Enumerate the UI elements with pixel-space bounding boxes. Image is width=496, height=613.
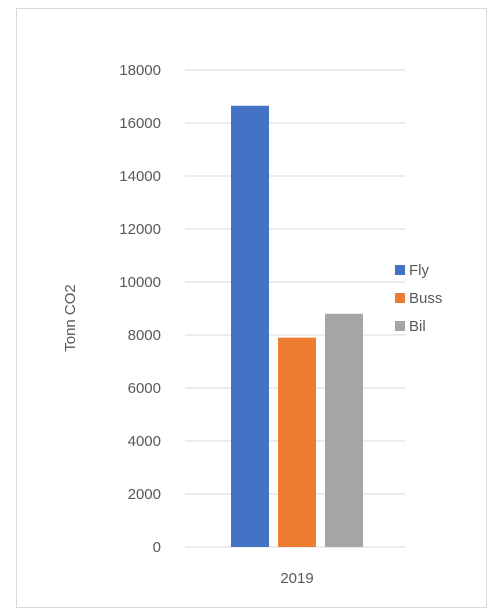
legend-swatch-bil — [395, 321, 405, 331]
legend: Fly Buss Bil — [395, 262, 442, 335]
y-tick-label: 6000 — [128, 380, 161, 397]
y-tick-label: 10000 — [119, 274, 161, 291]
y-axis-ticks: 0 2000 4000 6000 8000 10000 12000 14000 16000 180… — [119, 62, 161, 556]
bar-bil — [325, 313, 363, 547]
bar-fly — [231, 105, 269, 548]
y-tick-label: 4000 — [128, 433, 161, 450]
bar-buss — [278, 337, 316, 547]
bars — [231, 105, 363, 548]
y-tick-label: 12000 — [119, 221, 161, 238]
y-tick-label: 16000 — [119, 115, 161, 132]
y-axis-title: Tonn CO2 — [62, 284, 79, 352]
y-tick-label: 0 — [153, 539, 161, 556]
legend-label-fly: Fly — [409, 262, 429, 279]
y-tick-label: 8000 — [128, 327, 161, 344]
x-tick-label: 2019 — [280, 570, 313, 587]
legend-label-buss: Buss — [409, 290, 442, 307]
y-tick-label: 2000 — [128, 486, 161, 503]
x-axis-ticks: 2019 — [280, 570, 313, 587]
y-tick-label: 18000 — [119, 62, 161, 79]
gridlines — [185, 69, 405, 548]
legend-swatch-fly — [395, 265, 405, 275]
legend-swatch-buss — [395, 293, 405, 303]
y-tick-label: 14000 — [119, 168, 161, 185]
legend-label-bil: Bil — [409, 318, 426, 335]
